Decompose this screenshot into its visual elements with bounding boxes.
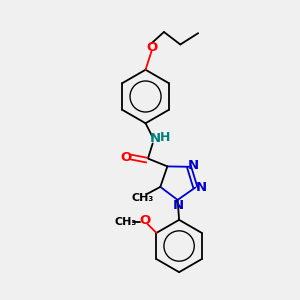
Text: O: O [139, 214, 150, 226]
Text: N: N [172, 199, 184, 212]
Text: O: O [120, 151, 131, 164]
Text: N: N [149, 132, 161, 145]
Text: N: N [188, 159, 199, 172]
Text: H: H [159, 131, 170, 144]
Text: CH₃: CH₃ [131, 193, 154, 202]
Text: O: O [146, 41, 158, 54]
Text: N: N [195, 181, 207, 194]
Text: CH₃: CH₃ [114, 217, 136, 226]
